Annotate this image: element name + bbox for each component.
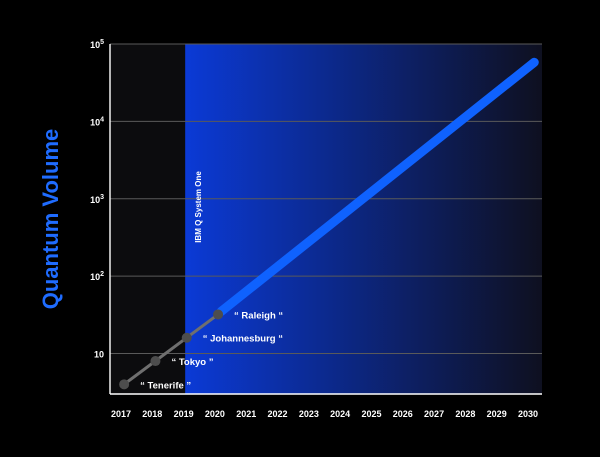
- point-label: “ Raleigh “: [234, 310, 283, 321]
- y-tick-labels: 10 102 103 104 105: [90, 39, 104, 360]
- y-tick-label: 105: [90, 39, 104, 50]
- x-tick-label: 2019: [174, 409, 194, 419]
- y-tick-label: 10: [94, 350, 104, 360]
- y-tick-label: 104: [90, 116, 104, 127]
- x-tick-label: 2022: [268, 409, 288, 419]
- x-tick-label: 2026: [393, 409, 413, 419]
- region-label: IBM Q System One: [194, 171, 203, 243]
- chart-labels: “ Tenerife ” “ Tokyo ” “ Johannesburg “ “ R…: [38, 129, 283, 392]
- x-tick-label: 2023: [299, 409, 319, 419]
- x-tick-label: 2021: [236, 409, 256, 419]
- x-tick-label: 2029: [487, 409, 507, 419]
- chart-series: [119, 57, 539, 390]
- point-label: “ Johannesburg “: [203, 334, 283, 345]
- x-tick-label: 2027: [424, 409, 444, 419]
- y-tick-label: 103: [90, 194, 104, 205]
- projection-line: [216, 57, 539, 316]
- x-tick-label: 2017: [111, 409, 131, 419]
- point-label: “ Tokyo ”: [171, 357, 213, 368]
- data-point: [181, 332, 192, 343]
- y-axis-label: Quantum Volume: [38, 129, 63, 310]
- y-tick-label: 102: [90, 271, 104, 282]
- x-tick-label: 2030: [518, 409, 538, 419]
- x-tick-label: 2020: [205, 409, 225, 419]
- axes: [109, 44, 542, 395]
- data-point: [213, 309, 224, 320]
- data-point: [119, 379, 130, 390]
- x-tick-labels: 2017 2018 2019 2020 2021 2022 2023 2024 2025 2026…: [111, 409, 538, 419]
- data-point: [150, 356, 161, 367]
- point-label: “ Tenerife ”: [140, 380, 191, 391]
- x-tick-label: 2028: [455, 409, 475, 419]
- gridlines: [110, 43, 542, 355]
- x-tick-label: 2024: [330, 409, 350, 419]
- x-tick-label: 2025: [361, 409, 381, 419]
- x-tick-label: 2018: [142, 409, 162, 419]
- history-line: [123, 313, 219, 386]
